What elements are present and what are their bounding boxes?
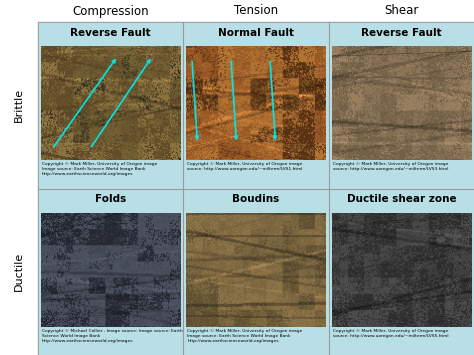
Text: Boudins: Boudins (232, 195, 280, 204)
Text: Tension: Tension (234, 5, 278, 17)
Text: Normal Fault: Normal Fault (218, 28, 294, 38)
Text: Reverse Fault: Reverse Fault (70, 28, 151, 38)
Text: Reverse Fault: Reverse Fault (361, 28, 442, 38)
Bar (328, 22, 474, 189)
Text: Folds: Folds (95, 195, 126, 204)
Text: Compression: Compression (73, 5, 149, 17)
Bar (38, 22, 183, 189)
Text: Copyright © Mark Miller, University of Oregon image
source: http://www.uoregon.e: Copyright © Mark Miller, University of O… (333, 163, 448, 171)
Bar (183, 22, 328, 189)
Text: Copyright © Mark Miller, University of Oregon image
Image source: Earth Science : Copyright © Mark Miller, University of O… (187, 329, 303, 343)
Text: Brittle: Brittle (14, 88, 24, 122)
Text: Copyright © Mark Miller, University of Oregon image
source: http://www.uoregon.e: Copyright © Mark Miller, University of O… (187, 163, 303, 171)
Text: Ductile: Ductile (14, 252, 24, 291)
Text: Copyright © Mark Miller, University of Oregon image
source: http://www.uoregon.e: Copyright © Mark Miller, University of O… (333, 329, 448, 338)
Text: Shear: Shear (384, 5, 419, 17)
Text: Copyright © Michael Collier , Image source: Image source: Earth
Science World Im: Copyright © Michael Collier , Image sour… (42, 329, 183, 343)
Bar (328, 189, 474, 355)
Text: Copyright © Mark Miller, University of Oregon image
Image source: Earth Science : Copyright © Mark Miller, University of O… (42, 163, 157, 176)
Bar (183, 189, 328, 355)
Text: Ductile shear zone: Ductile shear zone (346, 195, 456, 204)
Bar (38, 189, 183, 355)
